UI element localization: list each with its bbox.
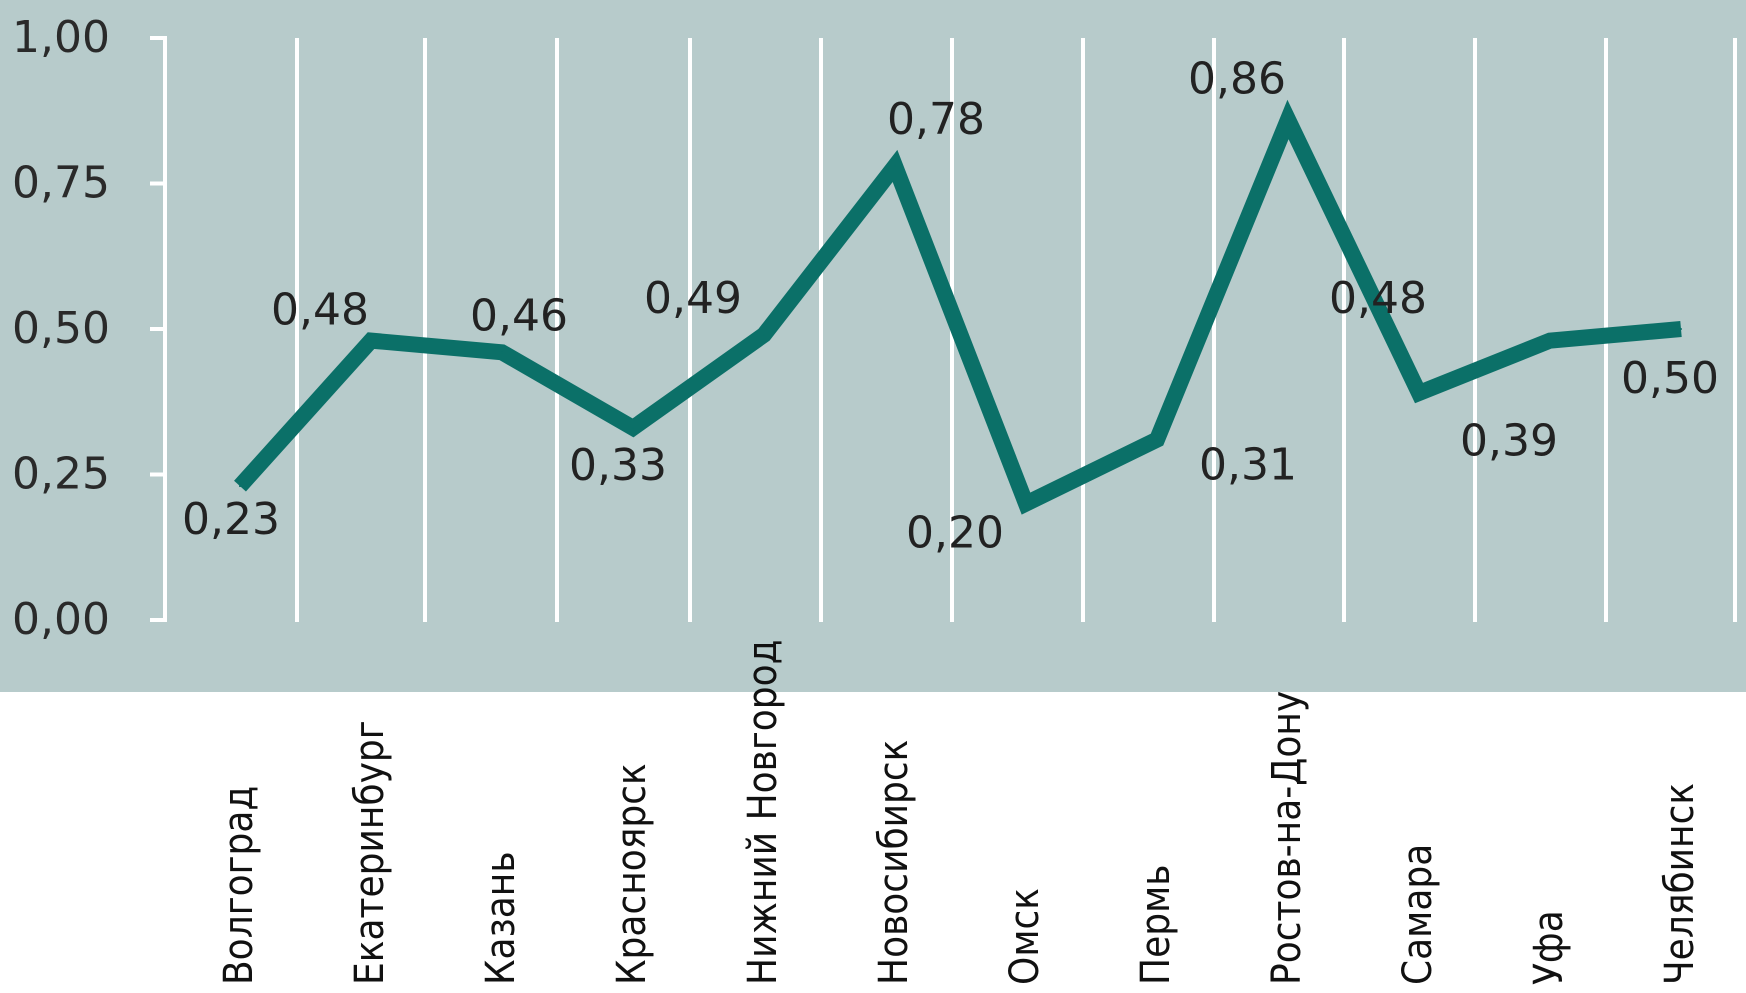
category-label: Уфа: [1526, 910, 1572, 985]
data-label: 0,50: [1621, 353, 1719, 404]
y-tick-label: 0,50: [12, 303, 110, 354]
data-label: 0,46: [470, 290, 568, 341]
series-line-layer: [234, 99, 1682, 515]
category-label: Красноярск: [609, 763, 655, 985]
data-label: 0,48: [1329, 273, 1427, 324]
y-tick-label: 1,00: [12, 12, 110, 63]
data-label: 0,49: [644, 273, 742, 324]
y-tick-label: 0,75: [12, 158, 110, 209]
data-label: 0,86: [1188, 53, 1286, 104]
data-label: 0,39: [1460, 416, 1558, 467]
y-axis-ticks: 1,00 0,75 0,50 0,25 0,00: [12, 12, 167, 645]
data-label: 0,20: [906, 508, 1004, 559]
data-point: [1680, 328, 1682, 330]
category-label: Самара: [1395, 844, 1441, 985]
gridlines: [163, 38, 1737, 622]
category-label: Пермь: [1133, 865, 1179, 985]
data-point: [632, 426, 634, 429]
data-label: 0,33: [569, 440, 667, 491]
data-point: [1156, 438, 1158, 441]
category-label: Екатеринбург: [347, 720, 393, 985]
x-axis-categories: Волгоград Екатеринбург Казань Красноярск Ниж…: [216, 639, 1703, 985]
category-label: Омск: [1002, 888, 1048, 985]
data-point: [1287, 118, 1289, 121]
data-point: [370, 339, 372, 342]
data-point: [1549, 339, 1551, 342]
data-point: [1025, 502, 1027, 505]
data-label: 0,23: [182, 494, 280, 545]
data-label: 0,48: [271, 285, 369, 336]
data-point: [894, 165, 896, 168]
y-tick-label: 0,00: [12, 594, 110, 645]
data-labels: 0,23 0,48 0,46 0,33 0,49 0,78 0,20 0,31 0,86 0,48…: [182, 53, 1719, 558]
y-tick-label: 0,25: [12, 449, 110, 500]
series-line: [234, 99, 1682, 515]
category-label: Нижний Новгород: [740, 639, 786, 985]
data-point: [763, 333, 765, 336]
data-point: [501, 351, 503, 354]
data-point: [239, 485, 241, 488]
data-label: 0,78: [887, 94, 985, 145]
data-label: 0,31: [1199, 440, 1297, 491]
category-label: Волгоград: [216, 786, 262, 985]
data-point: [1418, 392, 1420, 395]
category-label: Челябинск: [1657, 783, 1703, 985]
category-label: Ростов-на-Дону: [1264, 691, 1310, 985]
category-label: Казань: [478, 851, 524, 985]
plot-background: [0, 0, 1746, 692]
category-label: Новосибирск: [871, 740, 917, 985]
